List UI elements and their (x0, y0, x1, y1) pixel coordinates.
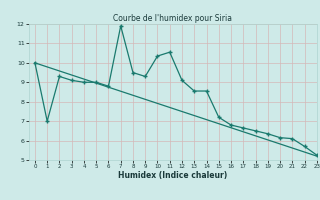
Title: Courbe de l'humidex pour Siria: Courbe de l'humidex pour Siria (113, 14, 232, 23)
X-axis label: Humidex (Indice chaleur): Humidex (Indice chaleur) (118, 171, 228, 180)
